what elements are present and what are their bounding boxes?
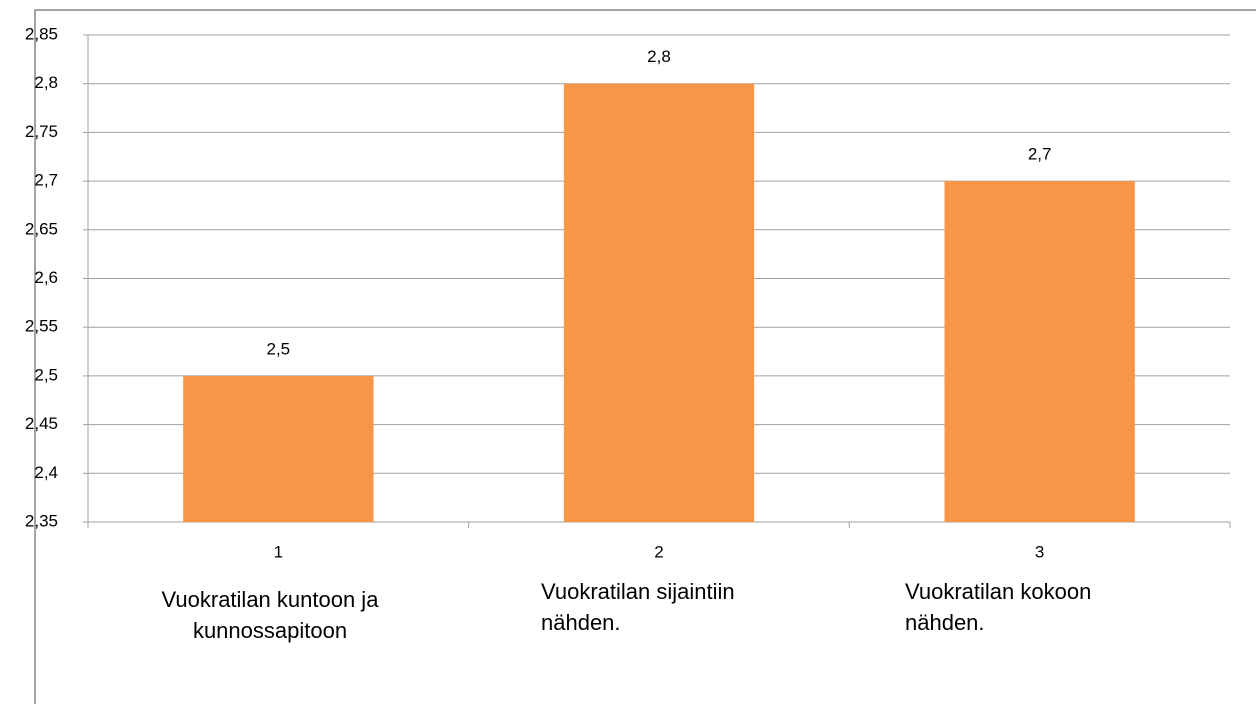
annotation: Vuokratilan kuntoon ja xyxy=(162,587,380,612)
y-tick-label: 2,45 xyxy=(25,414,58,433)
x-tick-label: 2 xyxy=(654,542,663,561)
x-tick-label: 1 xyxy=(274,542,283,561)
value-label: 2,5 xyxy=(267,339,291,358)
y-tick-label: 2,75 xyxy=(25,122,58,141)
y-tick-label: 2,4 xyxy=(34,463,58,482)
value-label: 2,8 xyxy=(647,47,671,66)
y-tick-label: 2,65 xyxy=(25,219,58,238)
y-tick-label: 2,55 xyxy=(25,317,58,336)
y-tick-label: 2,35 xyxy=(25,511,58,530)
y-tick-label: 2,85 xyxy=(25,24,58,43)
x-tick-label: 3 xyxy=(1035,542,1044,561)
annotation: kunnossapitoon xyxy=(193,618,347,643)
value-label: 2,7 xyxy=(1028,145,1052,164)
bar xyxy=(183,375,374,522)
annotation: nähden. xyxy=(905,610,985,635)
annotation: Vuokratilan sijaintiin xyxy=(541,579,735,604)
annotation: Vuokratilan kokoon xyxy=(905,579,1091,604)
y-tick-label: 2,5 xyxy=(34,365,58,384)
y-tick-label: 2,6 xyxy=(34,268,58,287)
y-tick-label: 2,7 xyxy=(34,171,58,190)
y-tick-label: 2,8 xyxy=(34,73,58,92)
annotation: nähden. xyxy=(541,610,621,635)
bar xyxy=(563,83,755,522)
bar xyxy=(944,181,1135,522)
